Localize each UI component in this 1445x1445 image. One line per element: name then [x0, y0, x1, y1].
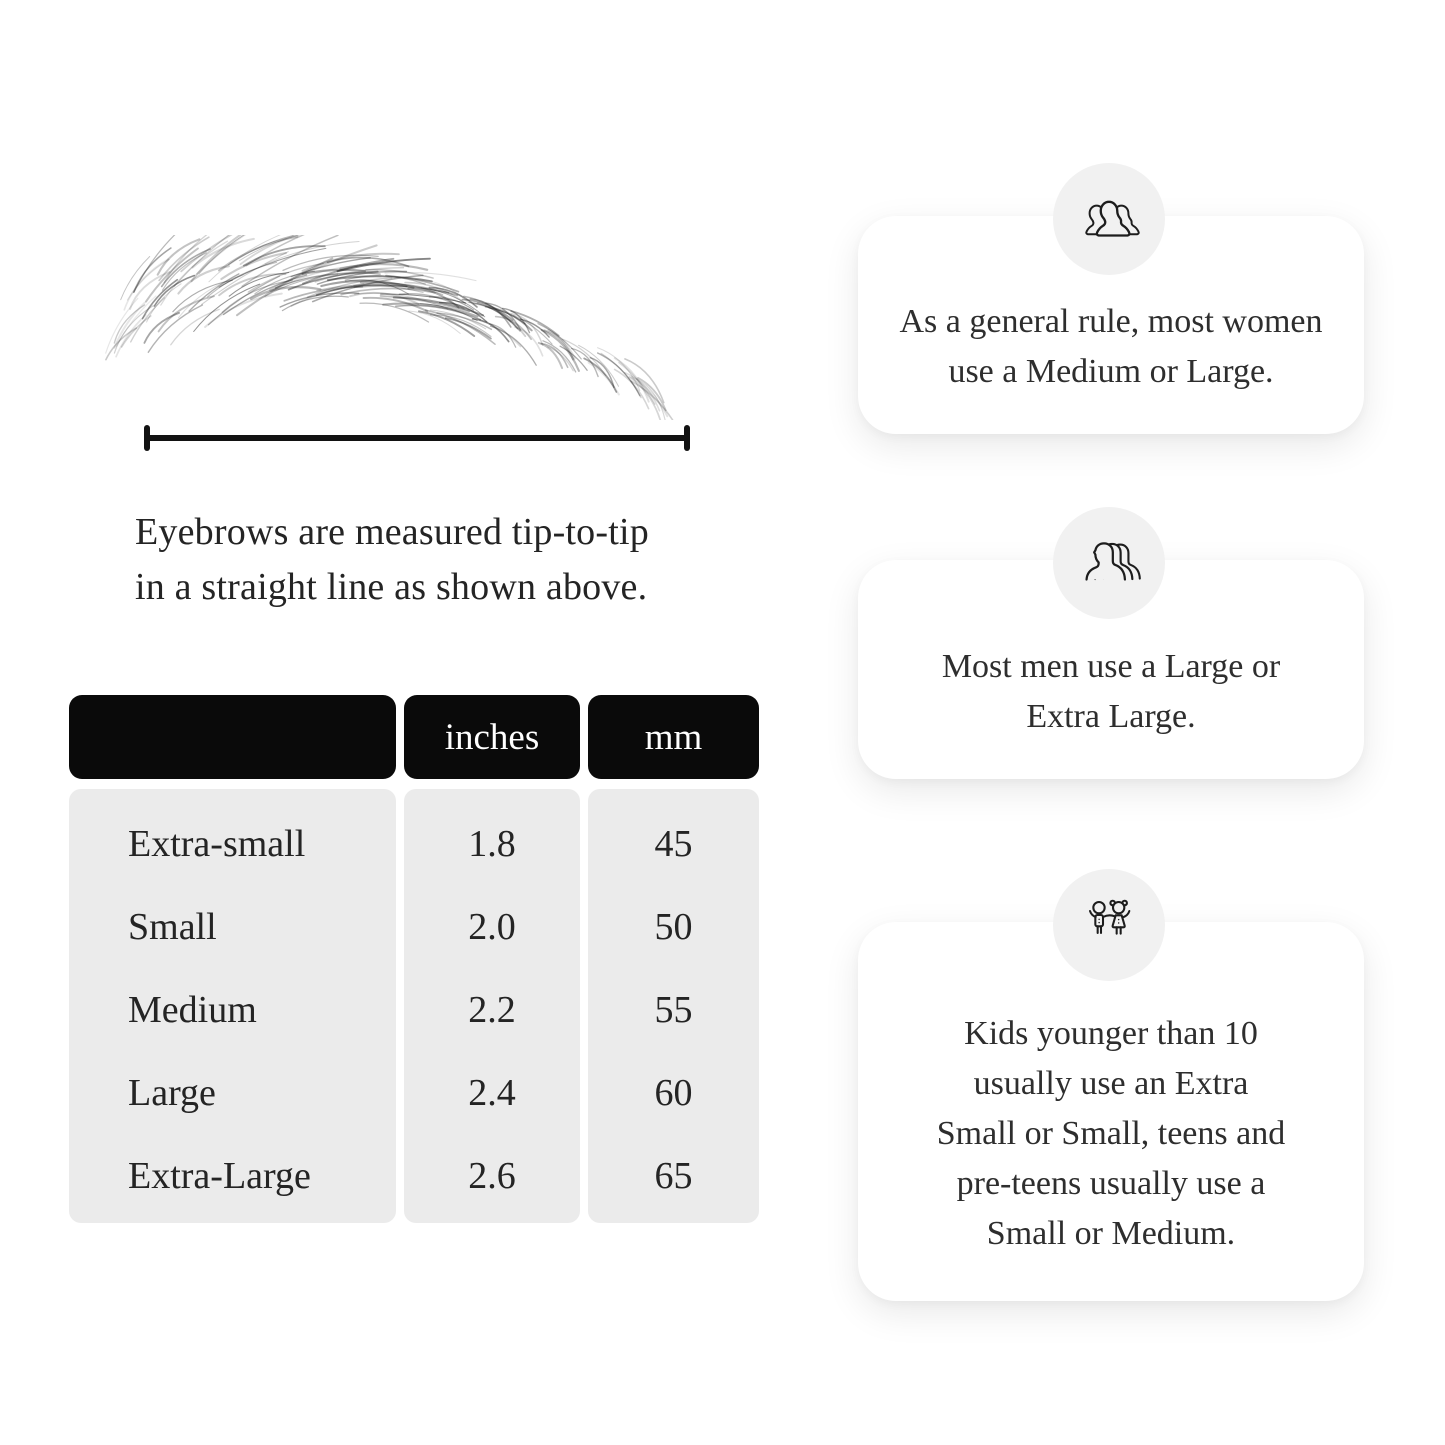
kids-icon — [1053, 869, 1165, 981]
size-table: Extra-small Small Medium Large Extra-Lar… — [69, 695, 759, 1223]
mm-value: 55 — [654, 988, 693, 1031]
men-group-icon — [1053, 507, 1165, 619]
size-label: Medium — [128, 988, 257, 1031]
table-header-inches: inches — [404, 695, 580, 779]
tip-line: Extra Large. — [1026, 697, 1196, 735]
tip-line: Small or Small, teens and — [936, 1114, 1286, 1152]
measurement-tick-left — [144, 425, 150, 451]
tip-text-kids: Kids younger than 10 usually use an Extr… — [880, 1009, 1342, 1259]
caption-line: in a straight line as shown above. — [135, 566, 648, 608]
size-label: Extra-small — [128, 823, 306, 866]
women-group-icon — [1053, 163, 1165, 275]
tip-text-women: As a general rule, most women use a Medi… — [880, 297, 1342, 397]
inches-value: 2.4 — [468, 1071, 516, 1114]
tip-card-kids: Kids younger than 10 usually use an Extr… — [858, 869, 1364, 1301]
mm-value: 45 — [654, 823, 693, 866]
measurement-line — [144, 425, 690, 451]
tip-line: Kids younger than 10 — [964, 1014, 1258, 1052]
tip-line: Small or Medium. — [986, 1214, 1236, 1252]
inches-value: 1.8 — [468, 823, 516, 866]
measurement-caption: Eyebrows are measured tip-to-tip in a st… — [135, 505, 649, 615]
mm-value: 65 — [654, 1154, 693, 1197]
tip-line: usually use an Extra — [973, 1064, 1249, 1102]
tip-text-men: Most men use a Large or Extra Large. — [880, 642, 1342, 742]
caption-line: Eyebrows are measured tip-to-tip — [135, 511, 649, 553]
size-label: Extra-Large — [128, 1154, 311, 1197]
mm-value: 60 — [654, 1071, 693, 1114]
tip-card-men: Most men use a Large or Extra Large. — [858, 507, 1364, 779]
inches-value: 2.2 — [468, 988, 516, 1031]
size-table-label-column: Extra-small Small Medium Large Extra-Lar… — [69, 695, 396, 1223]
measurement-tick-right — [684, 425, 690, 451]
mm-value: 50 — [654, 906, 693, 949]
eyebrow-illustration — [105, 235, 674, 420]
tip-line: use a Medium or Large. — [948, 353, 1274, 390]
size-label: Small — [128, 906, 217, 949]
size-table-inches-body: 1.8 2.0 2.2 2.4 2.6 — [404, 789, 580, 1223]
size-table-label-body: Extra-small Small Medium Large Extra-Lar… — [69, 789, 396, 1223]
size-table-inches-column: inches 1.8 2.0 2.2 2.4 2.6 — [404, 695, 580, 1223]
tip-line: As a general rule, most women — [899, 303, 1323, 340]
tip-card-women: As a general rule, most women use a Medi… — [858, 163, 1364, 434]
size-table-mm-column: mm 45 50 55 60 65 — [588, 695, 759, 1223]
table-header-blank — [69, 695, 396, 779]
size-label: Large — [128, 1071, 216, 1114]
size-table-mm-body: 45 50 55 60 65 — [588, 789, 759, 1223]
inches-value: 2.6 — [468, 1154, 516, 1197]
inches-value: 2.0 — [468, 906, 516, 949]
tip-line: Most men use a Large or — [941, 647, 1281, 685]
tip-line: pre-teens usually use a — [956, 1164, 1266, 1202]
table-header-mm: mm — [588, 695, 759, 779]
